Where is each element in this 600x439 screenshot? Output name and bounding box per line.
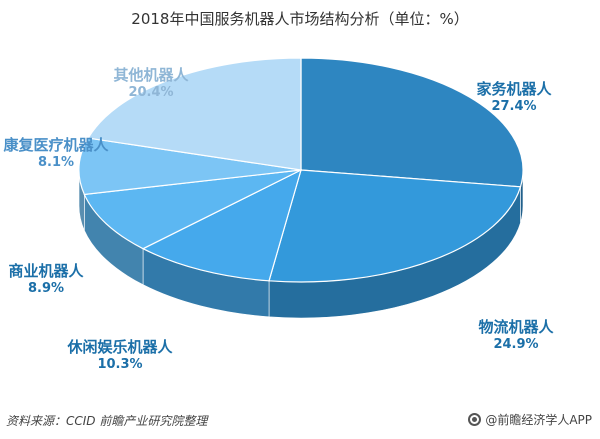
pie-label-1: 物流机器人 24.9% [460, 318, 572, 354]
pie-slice-1 [268, 169, 522, 283]
pie-label-value: 24.9% [493, 337, 539, 352]
pie-label-value: 27.4% [491, 99, 537, 114]
brand-text: @前瞻经济学人APP [485, 413, 592, 427]
pie-label-name: 家务机器人 [476, 80, 552, 98]
pie-label-4: 康复医疗机器人 8.1% [0, 136, 112, 172]
pie-slice-5 [87, 57, 302, 171]
pie-label-value: 10.3% [97, 357, 143, 372]
pie-slice-0 [300, 57, 524, 188]
pie-slice-2 [141, 168, 302, 282]
pie-label-value: 8.1% [37, 155, 75, 170]
pie-label-name: 康复医疗机器人 [3, 136, 109, 154]
brand-credit: @前瞻经济学人APP [468, 411, 592, 428]
pie-label-2: 休闲娱乐机器人 10.3% [58, 338, 182, 374]
pie-label-value: 8.9% [27, 281, 65, 296]
brand-logo-icon [468, 413, 482, 426]
pie-label-5: 其他机器人 20.4% [96, 66, 206, 102]
pie-label-3: 商业机器人 8.9% [0, 262, 92, 298]
pie-label-name: 物流机器人 [478, 318, 554, 336]
pie-label-0: 家务机器人 27.4% [458, 80, 570, 116]
pie-label-name: 休闲娱乐机器人 [67, 338, 173, 356]
pie-label-value: 20.4% [128, 85, 174, 100]
chart-title: 2018年中国服务机器人市场结构分析（单位：%） [131, 10, 469, 28]
source-note: 资料来源：CCID 前瞻产业研究院整理 [6, 414, 208, 428]
pie-slice-3 [83, 169, 302, 250]
pie-label-name: 商业机器人 [8, 262, 84, 280]
pie-label-name: 其他机器人 [113, 66, 189, 84]
pie-slice-4 [78, 137, 302, 196]
